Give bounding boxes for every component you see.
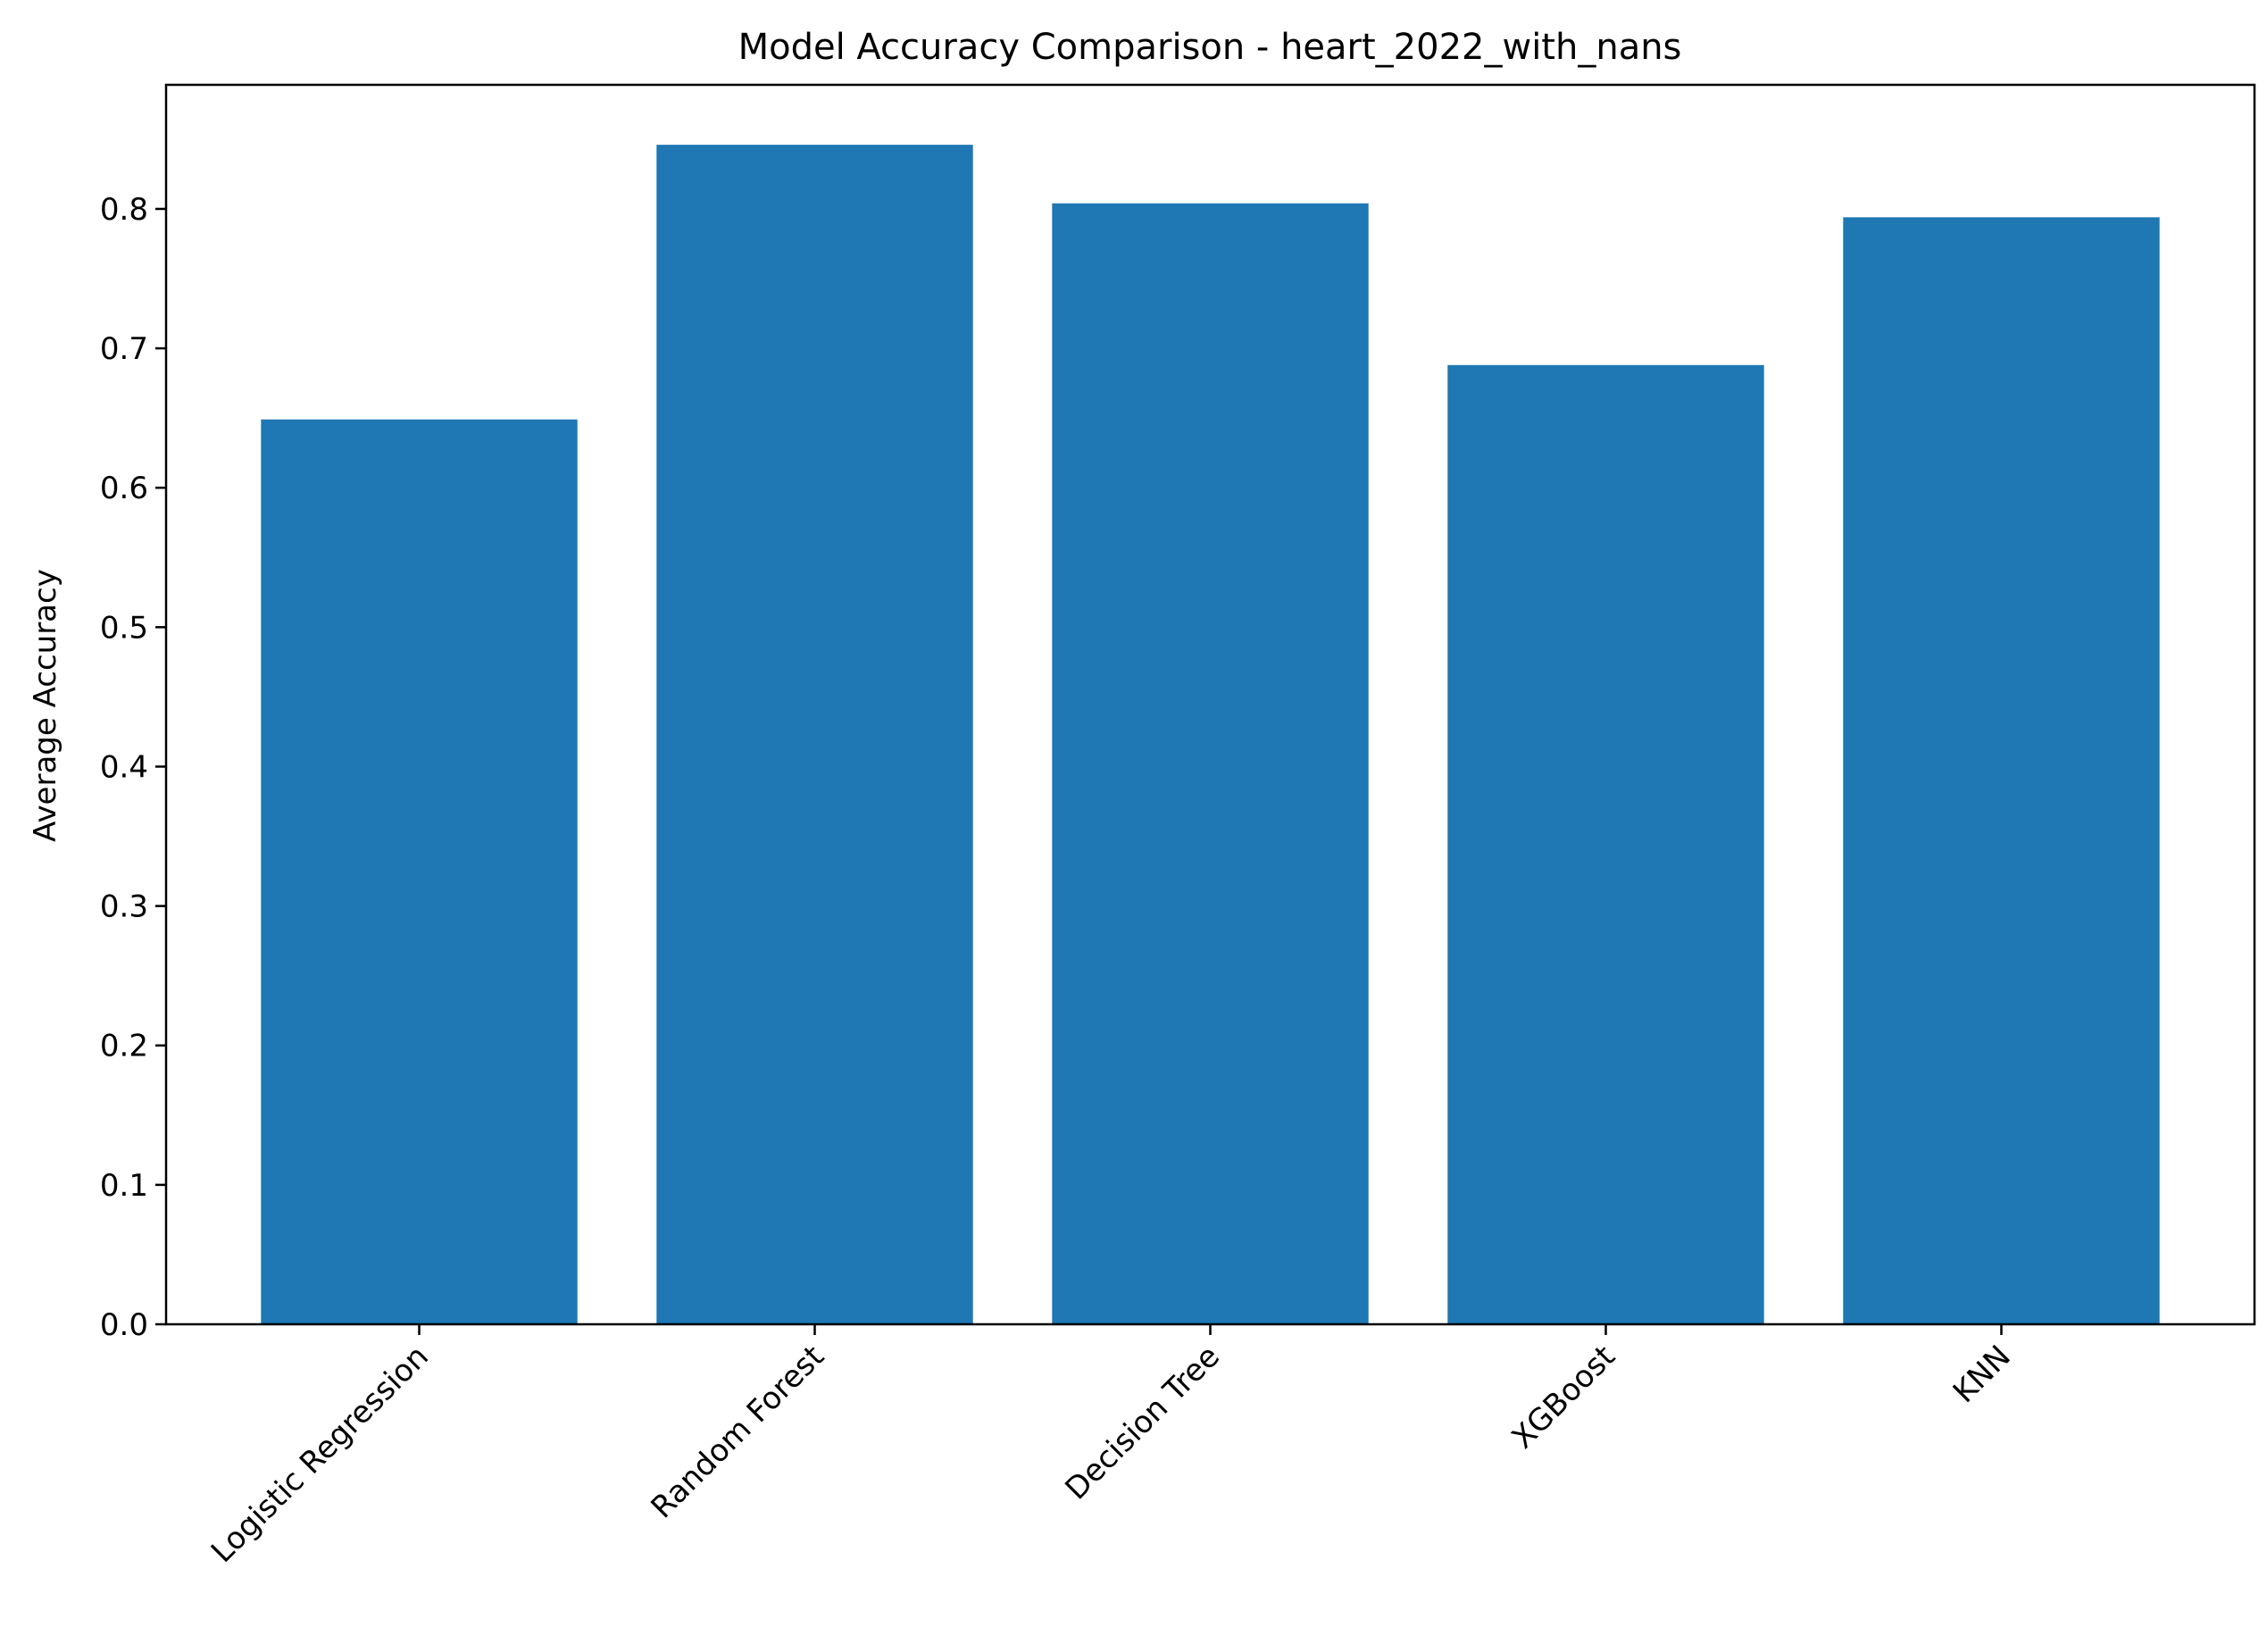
- x-tick-label: Decision Tree: [1058, 1339, 1226, 1506]
- y-tick-label: 0.6: [100, 471, 148, 506]
- bar-xgboost: [1447, 364, 1764, 1324]
- chart-title: Model Accuracy Comparison - heart_2022_w…: [738, 27, 1682, 68]
- y-tick-label: 0.2: [100, 1029, 148, 1064]
- bar-decision-tree: [1052, 203, 1369, 1324]
- y-tick-label: 0.3: [100, 889, 148, 925]
- y-tick-label: 0.8: [100, 192, 148, 228]
- bar-logistic-regression: [261, 419, 578, 1325]
- y-tick-label: 0.1: [100, 1168, 148, 1204]
- plot-area-frame: [164, 83, 2256, 1326]
- x-tick-label: XGBoost: [1505, 1339, 1622, 1456]
- x-tick-label: KNN: [1946, 1339, 2018, 1410]
- bar-random-forest: [656, 145, 973, 1324]
- bar-knn: [1843, 217, 2160, 1324]
- y-tick-label: 0.0: [100, 1307, 148, 1343]
- y-tick-label: 0.7: [100, 331, 148, 367]
- y-axis-ticks: 0.0 0.1 0.2 0.3 0.4 0.5 0.6 0.7 0.8: [100, 192, 166, 1343]
- bars-group: [261, 145, 2160, 1325]
- x-axis-ticks: Logistic Regression Random Forest Decision…: [204, 1324, 2018, 1570]
- y-tick-label: 0.4: [100, 749, 148, 785]
- y-axis-title: Average Accuracy: [28, 569, 63, 842]
- x-tick-label: Random Forest: [645, 1339, 831, 1525]
- y-tick-label: 0.5: [100, 610, 148, 646]
- x-tick-label: Logistic Regression: [204, 1339, 436, 1570]
